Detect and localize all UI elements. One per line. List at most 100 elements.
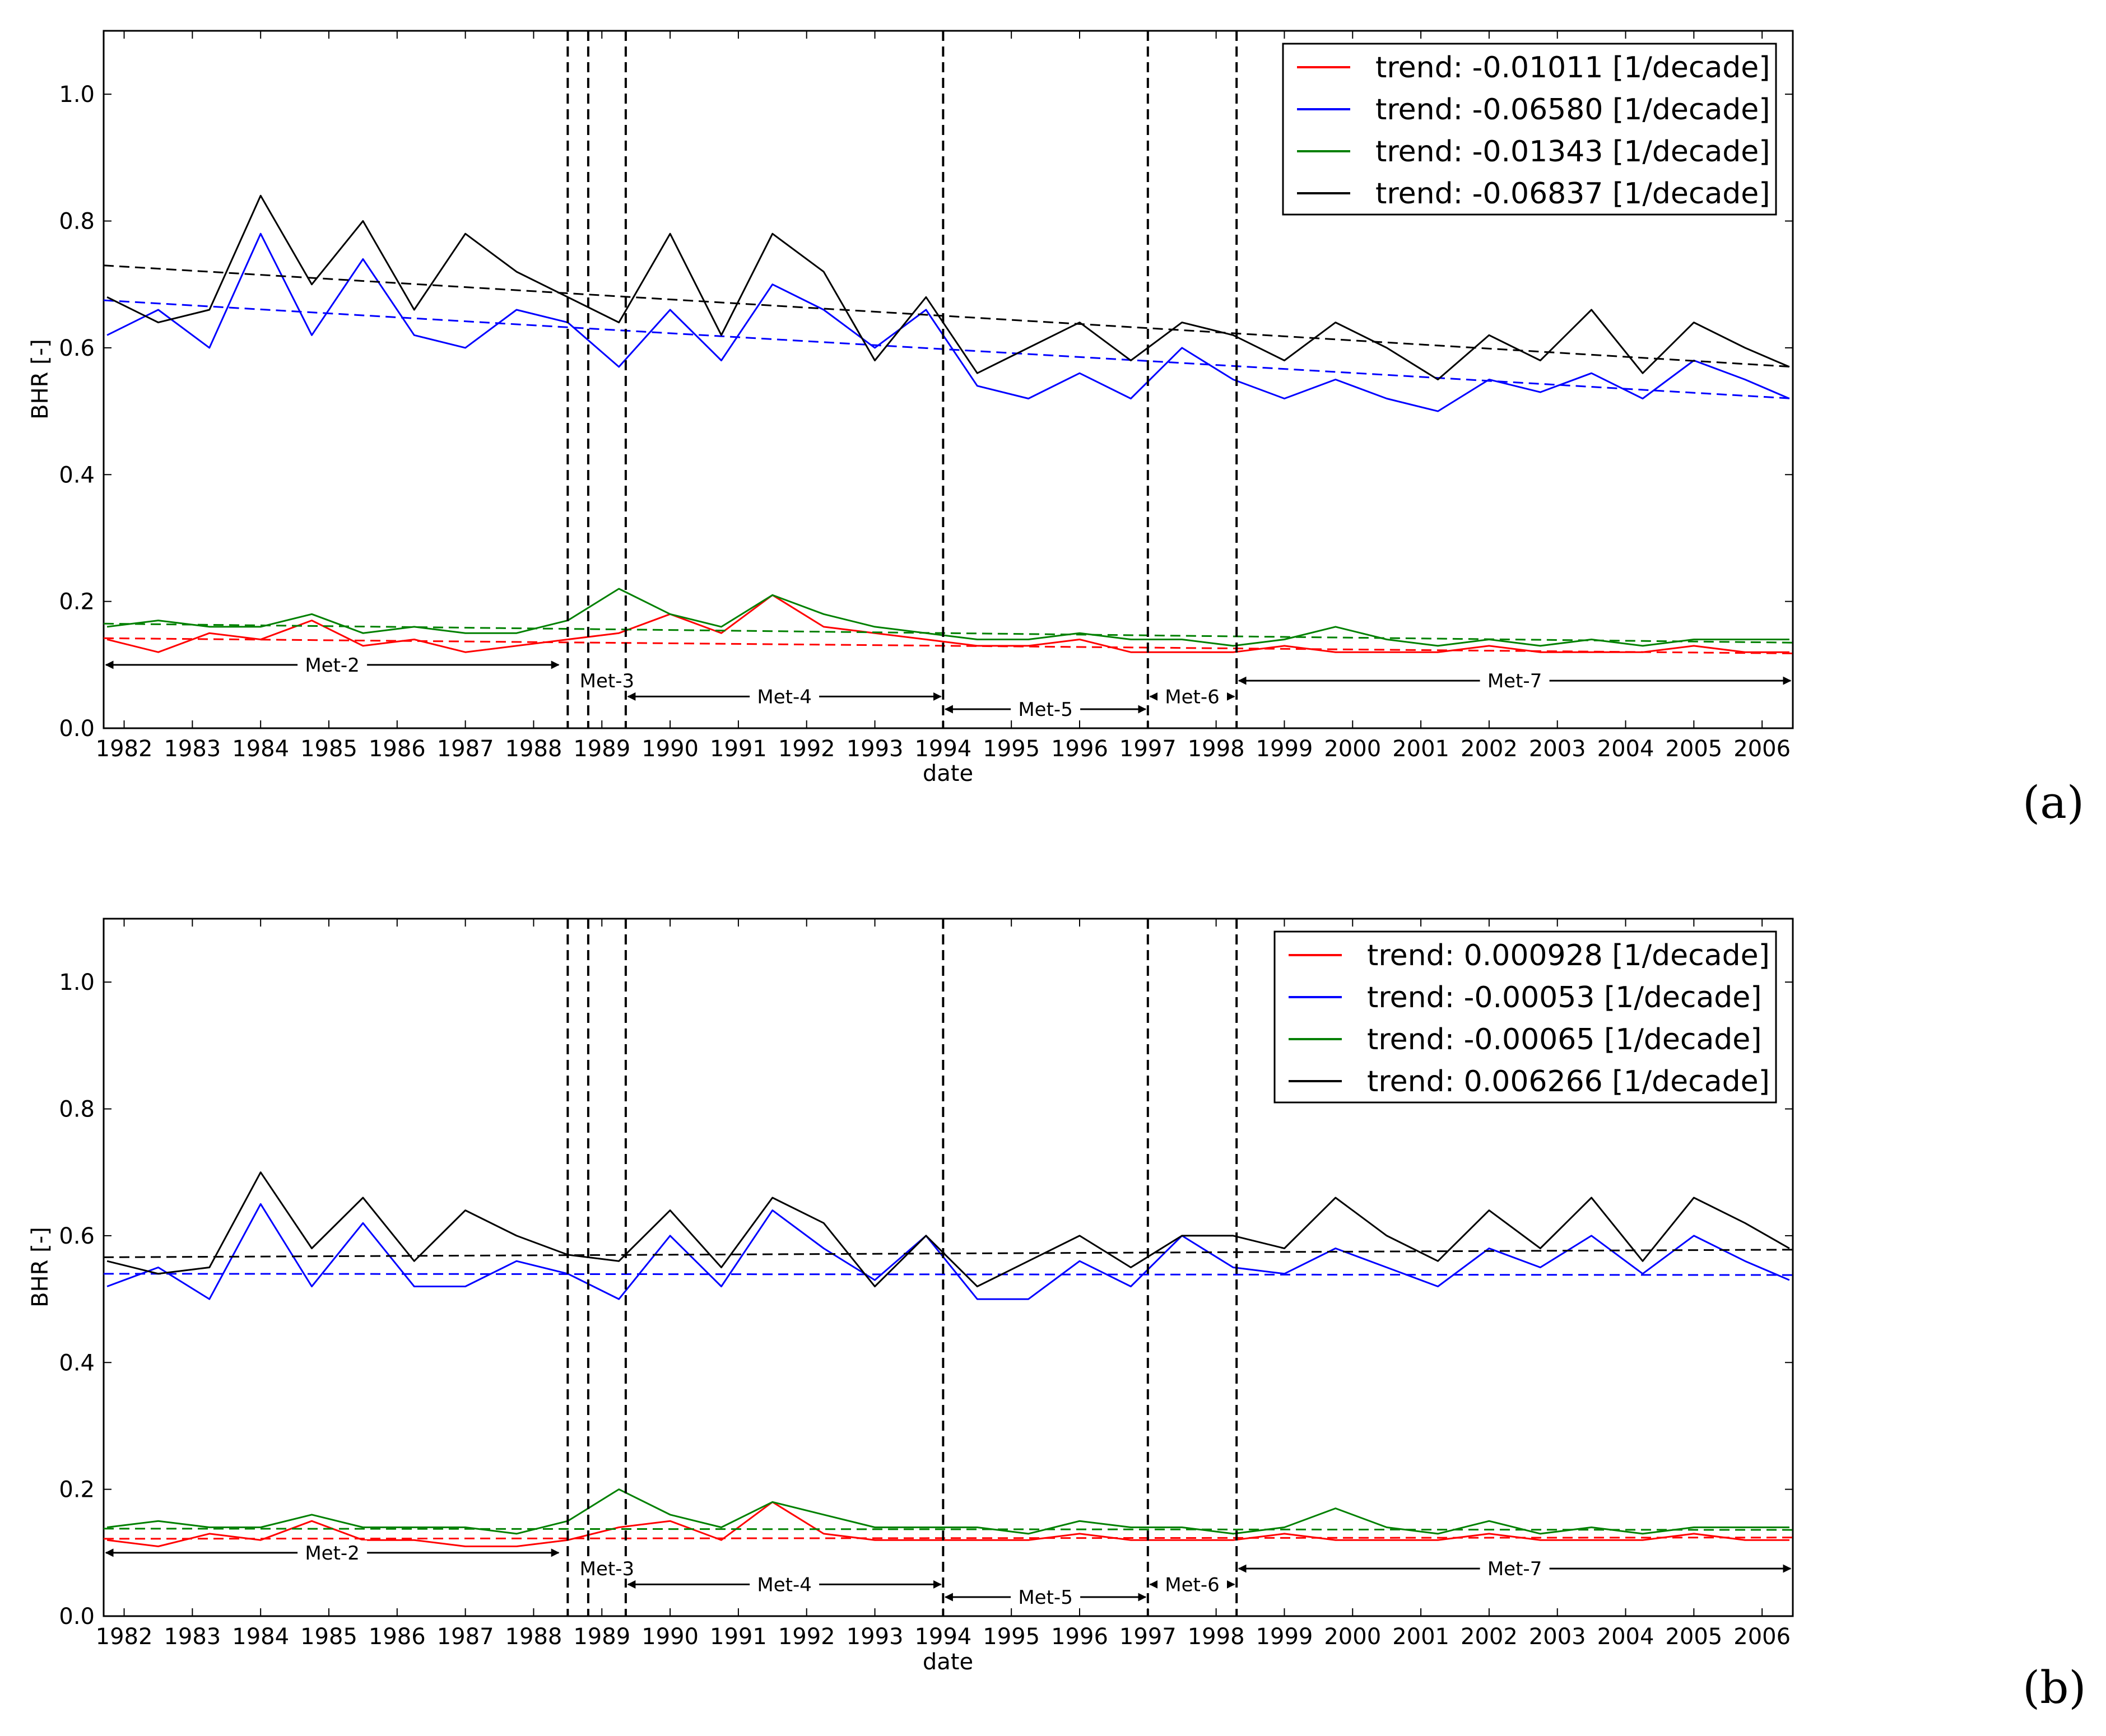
y-tick-label: 0.6: [59, 336, 95, 361]
met-label: Met-7: [1487, 670, 1542, 692]
x-tick-label: 1982: [96, 1624, 153, 1650]
met-label-bg: [297, 1540, 368, 1563]
x-tick-label: 2002: [1461, 1624, 1518, 1650]
met-label: Met-3: [580, 1558, 634, 1580]
legend-entry-black: trend: -0.06837 [1/decade]: [1375, 177, 1770, 211]
series-line-black: [106, 1171, 1790, 1287]
met-label-bg: [1011, 697, 1081, 720]
x-tick-label: 1990: [641, 1624, 699, 1650]
x-tick-label: 1998: [1188, 736, 1245, 762]
met-label: Met-6: [1165, 1574, 1219, 1596]
legend-entry-blue: trend: -0.06580 [1/decade]: [1375, 93, 1770, 127]
met-label-bg: [1480, 1556, 1550, 1579]
met-label: Met-3: [580, 670, 634, 692]
y-tick-label: 0.8: [59, 209, 95, 235]
x-tick-label: 1982: [96, 736, 153, 762]
x-tick-label: 2000: [1324, 736, 1381, 762]
y-tick-label: 0.4: [59, 462, 95, 488]
x-tick-label: 2004: [1597, 1624, 1654, 1650]
x-tick-label: 1986: [369, 1624, 426, 1650]
y-axis-label: BHR [-]: [27, 1227, 53, 1307]
x-tick-label: 1989: [573, 736, 630, 762]
met-label-bg: [750, 684, 820, 707]
y-axis-label: BHR [-]: [27, 339, 53, 420]
series-line-blue: [106, 232, 1790, 412]
series-line-black: [106, 194, 1790, 380]
met-label: Met-6: [1165, 686, 1219, 708]
y-tick-label: 0.4: [59, 1350, 95, 1376]
legend: trend: 0.000928 [1/decade] trend: -0.000…: [1273, 930, 1777, 1104]
x-tick-label: 2005: [1665, 736, 1722, 762]
x-tick-label: 1987: [437, 736, 494, 762]
met-label-bg: [1011, 1585, 1081, 1608]
chart-panel-b: Met-2 Met-3 Met-4 Met-5 Met-6 Met-7 1982 1983 1…: [27, 918, 2086, 1714]
x-tick-label: 2001: [1392, 736, 1449, 762]
x-tick-label: 1994: [914, 1624, 971, 1650]
x-tick-label: 1989: [573, 1624, 630, 1650]
y-tick-label: 0.0: [59, 716, 95, 742]
met-label: Met-5: [1018, 1586, 1072, 1609]
x-tick-label: 1992: [778, 736, 835, 762]
met-label-bg: [572, 668, 642, 691]
met-label: Met-5: [1018, 699, 1072, 721]
x-tick-label: 1994: [914, 736, 971, 762]
x-tick-label: 2001: [1392, 1624, 1449, 1650]
met-label: Met-2: [305, 1542, 359, 1565]
x-tick-label: 1991: [710, 736, 767, 762]
met-label-bg: [750, 1572, 820, 1595]
x-tick-label: 1998: [1188, 1624, 1245, 1650]
legend-entry-green: trend: -0.01343 [1/decade]: [1375, 135, 1770, 169]
met-label: Met-4: [757, 1574, 811, 1596]
x-tick-label: 1987: [437, 1624, 494, 1650]
x-axis-label: date: [923, 1649, 973, 1675]
trend-line-black: [103, 264, 1793, 368]
x-tick-label: 1991: [710, 1624, 767, 1650]
trend-line-blue: [103, 299, 1793, 399]
legend-box: [1273, 930, 1777, 1104]
plot-frame: [103, 30, 1794, 729]
legend-entry-red: trend: -0.01011 [1/decade]: [1375, 51, 1770, 85]
chart-panel-a: Met-2 Met-3 Met-4 Met-5 Met-6 Met-7 1982 1983 1…: [27, 30, 2084, 829]
x-tick-label: 2003: [1529, 1624, 1586, 1650]
x-tick-label: 2006: [1733, 1624, 1791, 1650]
legend-entry-black: trend: 0.006266 [1/decade]: [1367, 1065, 1770, 1099]
x-tick-label: 1999: [1256, 1624, 1313, 1650]
x-tick-label: 2003: [1529, 736, 1586, 762]
x-tick-label: 1984: [232, 1624, 289, 1650]
x-tick-label: 1990: [641, 736, 699, 762]
x-tick-label: 1996: [1051, 1624, 1108, 1650]
x-tick-label: 1984: [232, 736, 289, 762]
legend-box: [1282, 43, 1777, 216]
x-tick-label: 1995: [983, 736, 1040, 762]
y-tick-label: 0.2: [59, 1477, 95, 1503]
x-tick-label: 1988: [505, 1624, 562, 1650]
series-line-red: [106, 594, 1789, 653]
legend: trend: -0.01011 [1/decade] trend: -0.065…: [1282, 43, 1777, 216]
x-tick-label: 2006: [1733, 736, 1791, 762]
x-tick-label: 2004: [1597, 736, 1654, 762]
met-label-bg: [297, 652, 368, 675]
y-tick-label: 1.0: [59, 82, 95, 108]
x-tick-label: 1997: [1119, 1624, 1177, 1650]
x-tick-label: 1986: [369, 736, 426, 762]
series-line-green: [106, 588, 1789, 647]
x-tick-label: 2000: [1324, 1624, 1381, 1650]
series-line-red: [106, 1501, 1789, 1547]
x-tick-label: 1997: [1119, 736, 1177, 762]
x-tick-label: 1993: [847, 736, 904, 762]
x-tick-label: 1985: [300, 736, 357, 762]
y-tick-label: 0.6: [59, 1223, 95, 1249]
met-label: Met-4: [757, 686, 811, 708]
x-tick-label: 1999: [1256, 736, 1313, 762]
met-label-bg: [1157, 684, 1227, 707]
x-tick-label: 2005: [1665, 1624, 1722, 1650]
y-tick-label: 0.8: [59, 1097, 95, 1123]
x-tick-label: 1993: [847, 1624, 904, 1650]
x-tick-label: 1983: [164, 1624, 221, 1650]
met-label: Met-2: [305, 654, 359, 677]
met-label-bg: [572, 1556, 642, 1579]
legend-entry-green: trend: -0.00065 [1/decade]: [1367, 1023, 1762, 1057]
x-axis-label: date: [923, 761, 973, 786]
met-label: Met-7: [1487, 1558, 1542, 1580]
y-tick-label: 0.0: [59, 1604, 95, 1630]
